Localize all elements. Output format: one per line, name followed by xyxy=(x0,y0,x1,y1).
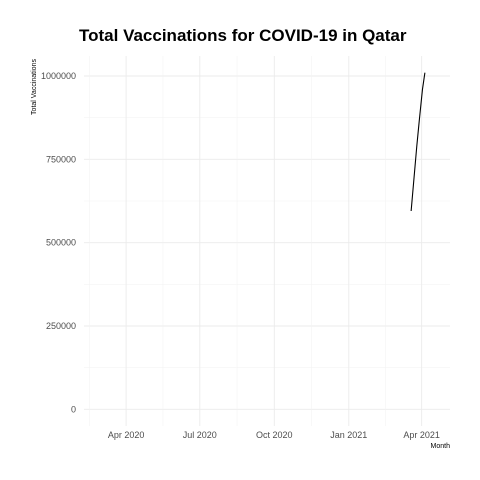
x-tick-label: Jul 2020 xyxy=(183,430,217,440)
y-tick-label: 250000 xyxy=(46,321,76,331)
grid-lines xyxy=(84,56,450,426)
x-tick-label: Apr 2021 xyxy=(403,430,440,440)
y-tick-label: 0 xyxy=(71,404,76,414)
y-tick-label: 500000 xyxy=(46,238,76,248)
x-tick-label: Jan 2021 xyxy=(330,430,367,440)
chart-title: Total Vaccinations for COVID-19 in Qatar xyxy=(79,26,407,45)
x-axis-title: Month xyxy=(431,443,451,450)
y-axis-ticks: 0 250000 500000 750000 1000000 xyxy=(41,71,76,414)
series-group xyxy=(410,72,426,212)
x-tick-label: Oct 2020 xyxy=(256,430,293,440)
y-tick-label: 1000000 xyxy=(41,71,76,81)
x-axis-ticks: Apr 2020 Jul 2020 Oct 2020 Jan 2021 Apr 2021 xyxy=(108,430,440,440)
series-line xyxy=(410,72,426,212)
y-tick-label: 750000 xyxy=(46,154,76,164)
y-axis-title: Total Vaccinations xyxy=(31,59,38,115)
x-tick-label: Apr 2020 xyxy=(108,430,145,440)
